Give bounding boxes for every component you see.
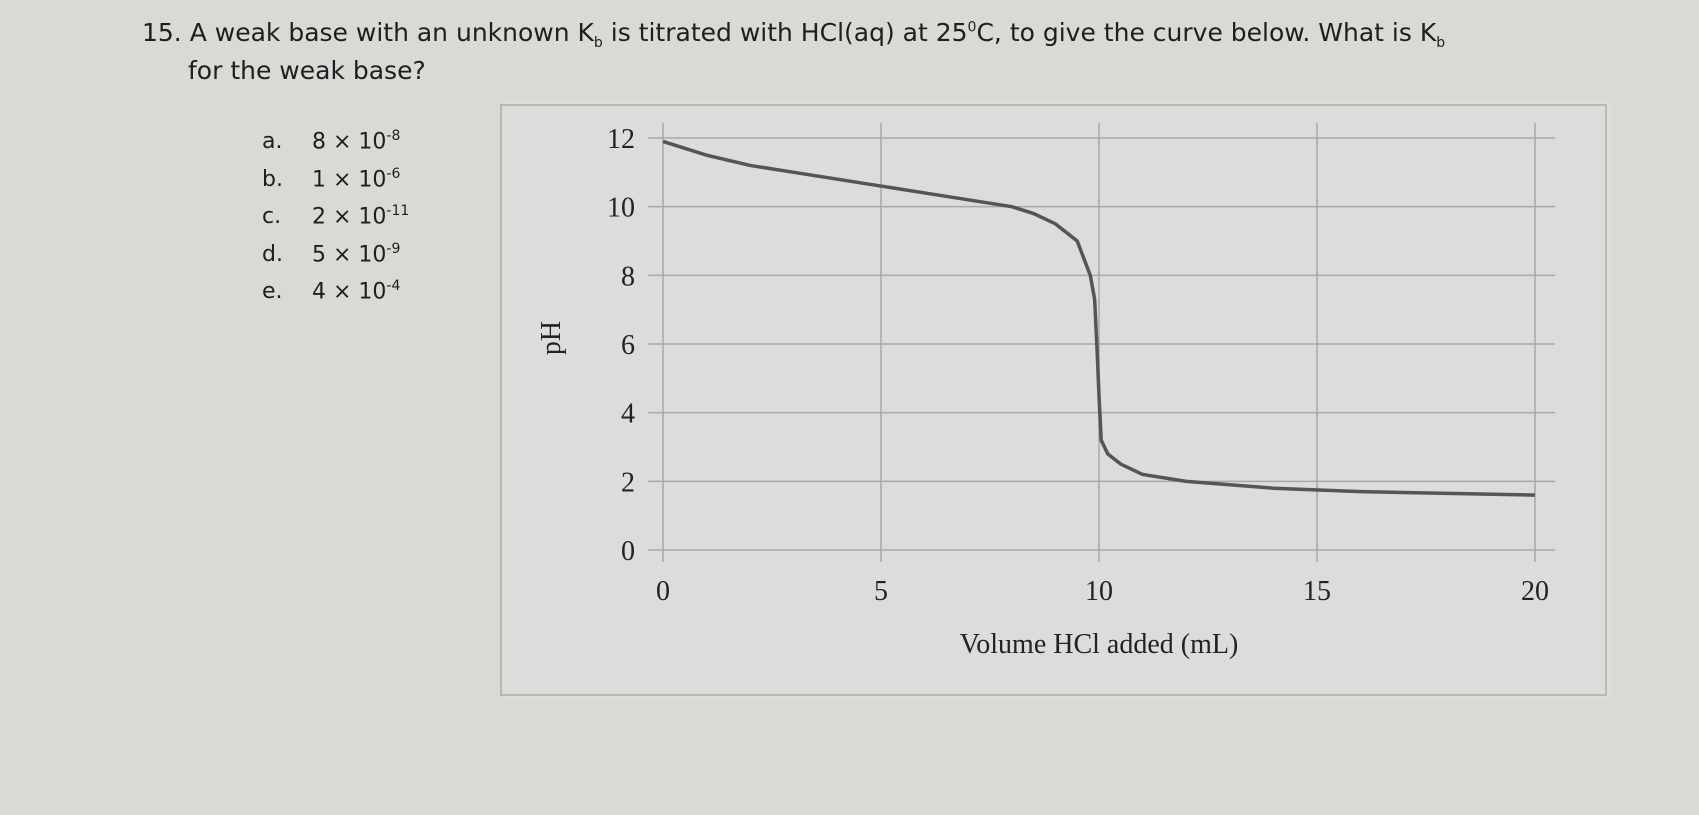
option-mantissa: 5 × 10 <box>312 241 387 267</box>
question-text: C, to give the curve below. What is K <box>976 18 1437 47</box>
question-number: 15. <box>142 18 182 47</box>
question-line: 15. A weak base with an unknown Kb is ti… <box>142 18 1445 51</box>
option-exponent: -4 <box>386 278 401 294</box>
option: e. 4 × 10-4 <box>262 278 400 304</box>
option: a. 8 × 10-8 <box>262 128 400 154</box>
option-mantissa: 8 × 10 <box>312 129 387 155</box>
y-tick-label: 4 <box>621 399 635 430</box>
titration-curve <box>662 139 1536 497</box>
chart: pH Volume HCl added (mL) 0 2 4 6 8 10 12 0 5 10 15… <box>500 100 1610 700</box>
subscript: b <box>1436 35 1446 51</box>
y-axis-label: pH <box>536 321 567 355</box>
option-letter: d. <box>262 241 283 267</box>
option-letter: b. <box>262 166 283 192</box>
x-tick-label: 20 <box>1521 576 1549 607</box>
chart-frame <box>500 104 1607 696</box>
superscript: 0 <box>967 19 977 36</box>
x-tick-label: 0 <box>656 576 670 607</box>
option: b. 1 × 10-6 <box>262 166 400 192</box>
option: c. 2 × 10-11 <box>262 203 409 229</box>
option-letter: e. <box>262 279 283 305</box>
y-tick-label: 0 <box>621 536 635 567</box>
option-letter: c. <box>262 204 282 230</box>
option: d. 5 × 10-9 <box>262 241 400 267</box>
question-text: is titrated with HCl(aq) at 25 <box>602 18 968 47</box>
x-tick-label: 10 <box>1085 576 1113 607</box>
y-tick-label: 6 <box>621 330 635 361</box>
option-mantissa: 1 × 10 <box>312 166 387 192</box>
option-mantissa: 4 × 10 <box>312 279 387 305</box>
option-exponent: -8 <box>386 128 401 144</box>
y-tick-label: 2 <box>621 467 635 498</box>
y-tick-label: 8 <box>621 261 635 292</box>
option-exponent: -11 <box>386 203 410 219</box>
x-axis-label: Volume HCl added (mL) <box>960 629 1239 660</box>
question-line: for the weak base? <box>188 56 426 85</box>
option-exponent: -6 <box>386 165 401 182</box>
y-tick-label: 10 <box>607 193 635 224</box>
option-exponent: -9 <box>386 240 401 257</box>
x-tick-label: 5 <box>874 576 888 607</box>
option-mantissa: 2 × 10 <box>312 204 387 230</box>
question-text: A weak base with an unknown K <box>189 18 594 47</box>
y-tick-label: 12 <box>607 124 635 155</box>
subscript: b <box>593 35 603 51</box>
x-tick-label: 15 <box>1303 576 1331 607</box>
option-letter: a. <box>262 129 283 155</box>
